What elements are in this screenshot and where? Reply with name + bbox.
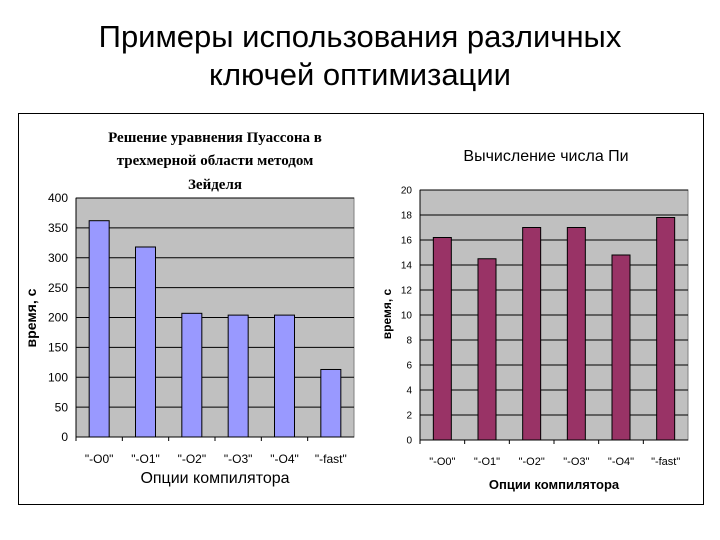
slide-title: Примеры использования различных ключей о…	[0, 18, 720, 94]
chart1-y-tick-label: 150	[48, 341, 68, 355]
chart1-y-tick-label: 200	[48, 311, 68, 325]
chart1-y-tick-label: 400	[48, 191, 68, 205]
chart2-category-label: "-O4"	[608, 456, 634, 468]
chart2-bar	[432, 237, 452, 441]
chart2-bar	[522, 227, 542, 441]
chart1-bar	[274, 314, 295, 438]
slide-title-line-1: Примеры использования различных	[98, 19, 622, 54]
chart1-y-tick-label: 50	[55, 400, 69, 414]
chart2-y-tick-label: 18	[401, 211, 413, 222]
chart2-y-axis-label: время, с	[380, 288, 394, 339]
chart2-y-tick-label: 4	[406, 386, 412, 397]
chart2-category-label: "-fast"	[651, 456, 680, 468]
chart1-bar	[320, 368, 342, 438]
chart2-category-label: "-O3"	[563, 456, 589, 468]
chart1-y-tick-label: 0	[61, 430, 68, 444]
chart1-bar	[227, 314, 249, 438]
chart1-title-line: Зейделя	[188, 177, 242, 193]
chart1-category-label: "-O3"	[224, 452, 253, 466]
chart1-bar	[181, 312, 203, 438]
chart1-category-label: "-fast"	[315, 452, 347, 466]
chart2-bar	[566, 227, 586, 441]
chart1-category-label: "-O4"	[270, 452, 299, 466]
chart2-bar	[477, 258, 497, 441]
chart1-title-line: Решение уравнения Пуассона в	[108, 130, 322, 146]
chart1-x-axis-label: Опции компилятора	[140, 470, 289, 487]
chart2-category-label: "-O2"	[519, 456, 545, 468]
chart2-title-line: Вычисление числа Пи	[463, 148, 628, 165]
chart2-bar	[656, 217, 676, 441]
chart1-bar	[135, 246, 156, 438]
charts-frame	[18, 113, 704, 505]
chart2-y-tick-label: 8	[406, 336, 412, 347]
chart2-bar	[611, 254, 631, 441]
chart2-y-tick-label: 14	[401, 261, 413, 272]
slide-title-line-2: ключей оптимизации	[209, 57, 511, 92]
chart2-y-tick-label: 16	[401, 236, 413, 247]
chart1-y-tick-label: 350	[48, 221, 68, 235]
chart2-y-tick-label: 12	[401, 286, 413, 297]
chart1-y-axis-label: время, с	[23, 288, 39, 347]
chart1-category-label: "-O0"	[85, 452, 114, 466]
chart1-category-label: "-O2"	[178, 452, 207, 466]
chart2-y-tick-label: 0	[406, 436, 412, 447]
chart2-x-axis-label: Опции компилятора	[489, 477, 620, 492]
chart1-category-label: "-O1"	[131, 452, 160, 466]
chart2-y-tick-label: 6	[406, 361, 412, 372]
chart1-bar	[88, 220, 110, 438]
chart2-y-tick-label: 10	[401, 311, 413, 322]
chart2-y-tick-label: 20	[401, 186, 413, 197]
chart2-category-label: "-O1"	[474, 456, 500, 468]
chart1-title-line: трехмерной области методом	[117, 153, 314, 169]
chart2-y-tick-label: 2	[406, 411, 412, 422]
chart1-y-tick-label: 100	[48, 370, 68, 384]
chart2-category-label: "-O0"	[429, 456, 455, 468]
chart1-y-tick-label: 300	[48, 251, 68, 265]
chart1-y-tick-label: 250	[48, 281, 68, 295]
